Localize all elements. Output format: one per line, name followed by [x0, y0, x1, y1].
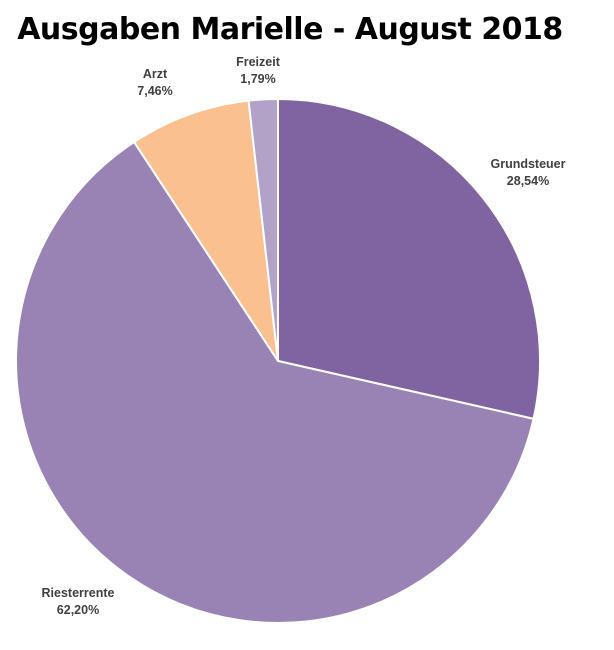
- data-label-value: 7,46%: [137, 84, 172, 98]
- data-label-value: 1,79%: [240, 72, 275, 86]
- pie-slice-riesterrente: [15, 141, 535, 624]
- data-label-name: Grundsteuer: [490, 157, 565, 171]
- data-label-arzt: Arzt 7,46%: [137, 67, 172, 98]
- data-label-name: Arzt: [143, 67, 168, 81]
- data-label-name: Riesterrente: [42, 586, 115, 600]
- data-label-riesterrente: Riesterrente 62,20%: [42, 586, 115, 617]
- data-label-value: 28,54%: [507, 174, 549, 188]
- chart-title: Ausgaben Marielle - August 2018: [17, 12, 563, 47]
- data-label-freizeit: Freizeit 1,79%: [236, 55, 281, 86]
- pie-slices: [15, 98, 541, 624]
- data-label-grundsteuer: Grundsteuer 28,54%: [490, 157, 565, 188]
- pie-slice-arzt: [133, 99, 279, 362]
- data-label-name: Freizeit: [236, 55, 281, 69]
- pie-labels: Grundsteuer 28,54% Riesterrente 62,20% Arzt 7…: [42, 55, 566, 617]
- data-label-value: 62,20%: [57, 603, 99, 617]
- pie-slice-grundsteuer: [277, 98, 541, 420]
- pie-slice-freizeit: [247, 98, 279, 362]
